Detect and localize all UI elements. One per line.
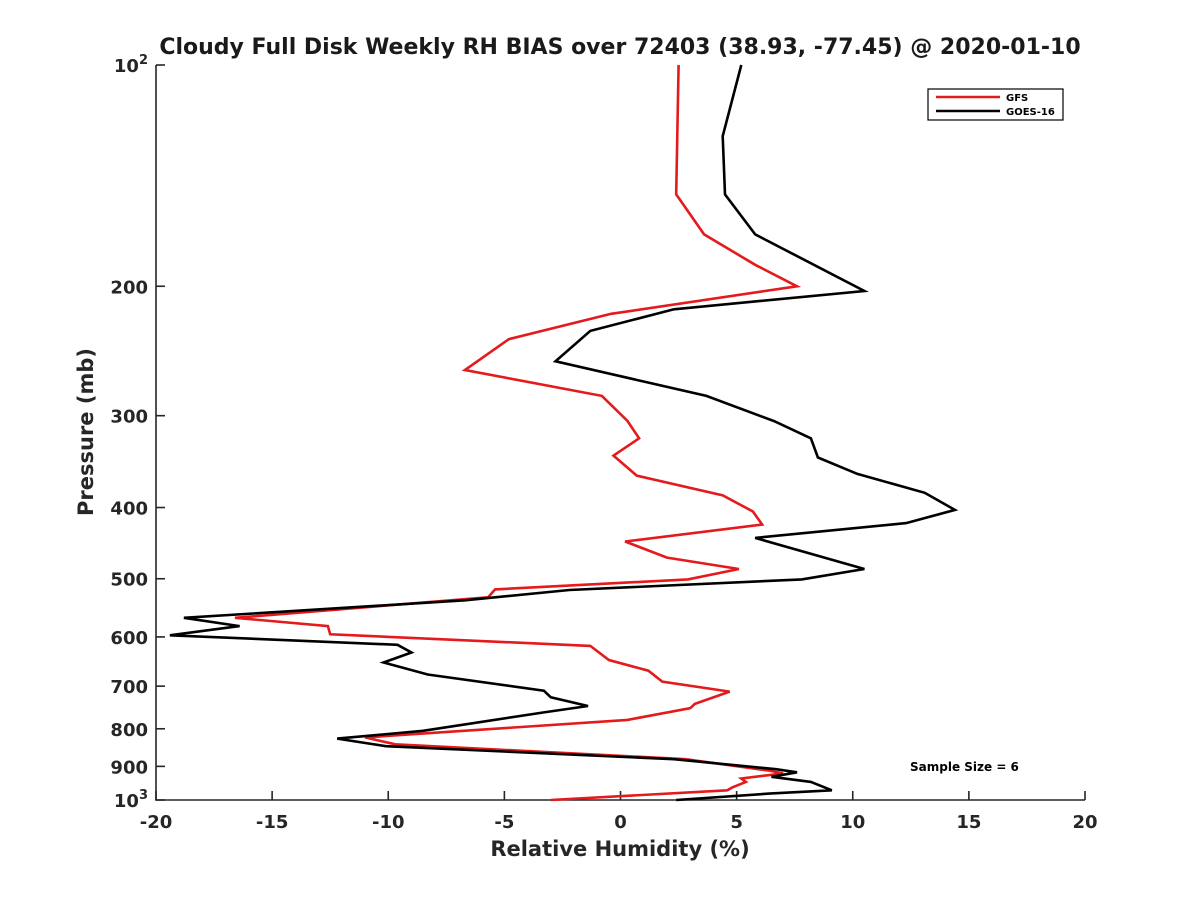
y-tick-label: 300 <box>110 407 148 428</box>
x-tick-label: 0 <box>614 812 627 833</box>
y-tick-label: 600 <box>110 628 148 649</box>
legend-label-goes16: GOES-16 <box>1006 107 1055 118</box>
y-tick-label: 700 <box>110 677 148 698</box>
y-tick-label: 500 <box>110 570 148 591</box>
y-axis-label: Pressure (mb) <box>74 348 98 516</box>
y-tick-label: 900 <box>110 757 148 778</box>
legend-box <box>927 88 1064 121</box>
y-tick-label: 200 <box>110 277 148 298</box>
y-tick-label: 400 <box>110 499 148 520</box>
x-tick-label: -10 <box>372 812 405 833</box>
legend-label-gfs: GFS <box>1006 93 1028 104</box>
plot-area: -20 -15 -10 -5 0 5 10 15 20 102 200 300 400 500 600 70… <box>110 53 1097 833</box>
chart-title: Cloudy Full Disk Weekly RH BIAS over 724… <box>159 35 1080 60</box>
x-tick-label: -15 <box>256 812 289 833</box>
sample-size-annotation: Sample Size = 6 <box>910 760 1019 774</box>
x-tick-label: -5 <box>494 812 514 833</box>
series-layer <box>169 64 959 802</box>
x-tick-label: 20 <box>1072 812 1097 833</box>
x-axis-ticks: -20 -15 -10 -5 0 5 10 15 20 <box>140 791 1098 833</box>
y-axis-ticks: 102 200 300 400 500 600 700 800 900 103 <box>110 53 165 812</box>
y-tick-label: 800 <box>110 720 148 741</box>
x-tick-label: -20 <box>140 812 173 833</box>
legend: GFS GOES-16 <box>927 88 1064 121</box>
y-tick-label: 103 <box>114 788 148 812</box>
series-line-goes16 <box>169 64 959 802</box>
x-tick-label: 15 <box>956 812 981 833</box>
x-axis-label: Relative Humidity (%) <box>490 837 749 861</box>
x-tick-label: 5 <box>730 812 743 833</box>
x-tick-label: 10 <box>840 812 865 833</box>
y-tick-label: 102 <box>114 53 148 77</box>
